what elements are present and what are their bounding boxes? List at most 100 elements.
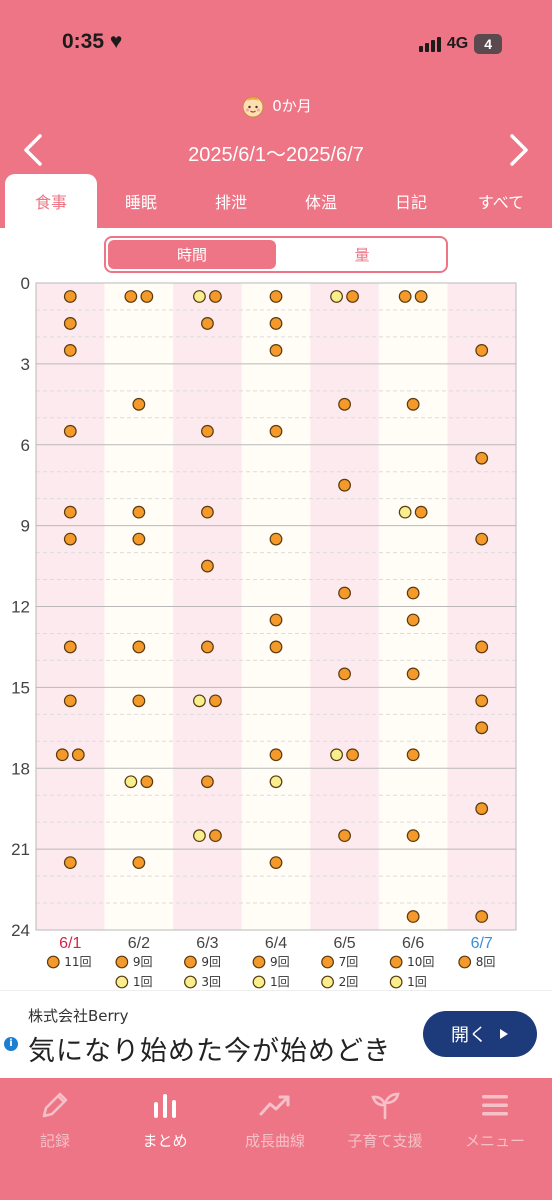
- feeding-dot: [63, 856, 77, 870]
- count-label: 2回: [339, 975, 359, 989]
- legend-dot: [46, 955, 60, 969]
- feeding-dot: [475, 640, 489, 654]
- y-tick-label: 24: [11, 921, 30, 940]
- ad-banner[interactable]: 株式会社Berry i 気になり始めた今が始めどき 開く: [0, 990, 552, 1079]
- feeding-dot: [269, 613, 283, 627]
- header: 0:35 ♥ 4G 4 0か月 2025/6/1〜2025/6/7 食事 睡眠 …: [0, 0, 552, 228]
- feeding-dot: [406, 586, 420, 600]
- feeding-dot: [269, 640, 283, 654]
- menu-icon: [478, 1088, 512, 1122]
- battery-icon: 4: [474, 34, 502, 54]
- feeding-dot: [269, 290, 283, 303]
- next-week-button[interactable]: [498, 132, 538, 168]
- amount-mode-button[interactable]: 量: [354, 246, 370, 264]
- feeding-dot: [414, 505, 428, 519]
- nav-parenting-support[interactable]: 子育て支援: [330, 1088, 440, 1151]
- tab-temperature[interactable]: 体温: [304, 193, 337, 212]
- feeding-dot: [475, 694, 489, 708]
- trend-icon: [258, 1088, 292, 1122]
- feeding-dot-alt: [330, 290, 343, 303]
- legend-dot: [458, 955, 472, 969]
- legend-dot: [115, 955, 129, 969]
- feeding-dot: [201, 559, 214, 573]
- feeding-time-chart: 0 3 6 9 12 15 18 21 24 6/1 11回 6/2 9回 1回 6/3 9回 3回 6/4 9回 1…: [11, 274, 517, 989]
- count-label: 3回: [201, 975, 221, 989]
- count-label: 11回: [64, 955, 91, 969]
- status-time-text: 0:35: [62, 30, 105, 53]
- day-label: 6/5: [333, 935, 355, 952]
- feeding-dot: [269, 532, 283, 546]
- feeding-dot: [406, 748, 420, 762]
- feeding-dot: [132, 397, 146, 411]
- y-tick-label: 3: [21, 355, 30, 374]
- count-label: 10回: [407, 955, 434, 969]
- feeding-dot: [338, 667, 351, 681]
- nav-growth-label: 成長曲線: [244, 1132, 305, 1150]
- y-tick-label: 6: [21, 436, 30, 455]
- feeding-dot-alt: [193, 694, 206, 708]
- feeding-dot: [201, 775, 214, 789]
- legend-dot: [115, 975, 129, 989]
- y-tick-label: 9: [21, 517, 30, 536]
- legend-dot: [252, 975, 266, 989]
- ad-info-icon[interactable]: i: [4, 1037, 18, 1051]
- play-icon: [500, 1029, 508, 1039]
- feeding-dot: [140, 775, 154, 789]
- feeding-dot-alt: [398, 505, 412, 519]
- feeding-dot: [63, 640, 77, 654]
- feeding-dot: [132, 856, 146, 870]
- feeding-dot: [346, 748, 359, 762]
- legend-dot: [389, 975, 403, 989]
- feeding-dot: [475, 802, 489, 816]
- day-label: 6/7: [471, 935, 493, 952]
- feeding-dot: [63, 317, 77, 330]
- feeding-dot: [201, 424, 214, 438]
- plot-frame: [35, 282, 517, 931]
- feeding-dot: [63, 532, 77, 546]
- feeding-dot: [475, 343, 489, 357]
- count-label: 8回: [476, 955, 496, 969]
- tab-excretion[interactable]: 排泄: [214, 193, 247, 212]
- feeding-dot: [201, 640, 214, 654]
- feeding-dot: [71, 748, 85, 762]
- nav-menu[interactable]: メニュー: [440, 1088, 550, 1151]
- feeding-dot: [132, 640, 146, 654]
- feeding-dot: [338, 397, 351, 411]
- prev-week-button[interactable]: [14, 132, 54, 168]
- count-label: 1回: [407, 975, 427, 989]
- ad-company: 株式会社Berry: [28, 1007, 129, 1025]
- view-mode-toggle: 時間 量: [104, 236, 448, 273]
- time-mode-button[interactable]: 時間: [108, 240, 276, 269]
- legend-dot: [321, 975, 334, 989]
- feeding-dot: [63, 290, 77, 303]
- feeding-dot-alt: [269, 775, 283, 789]
- feeding-dot: [55, 748, 69, 762]
- feeding-dot: [475, 721, 489, 735]
- category-tabs: 食事 睡眠 排泄 体温 日記 すべて: [0, 174, 552, 228]
- legend-dot: [184, 975, 197, 989]
- tab-all[interactable]: すべて: [477, 193, 525, 212]
- nav-growth-curve[interactable]: 成長曲線: [220, 1088, 330, 1151]
- baby-age: 0か月: [272, 96, 312, 115]
- ad-open-button[interactable]: 開く: [423, 1011, 537, 1057]
- feeding-dot-alt: [330, 748, 343, 762]
- feeding-dot: [406, 397, 420, 411]
- day-label: 6/3: [196, 935, 218, 952]
- status-indicators: 4G 4: [418, 34, 502, 54]
- day-label: 6/2: [128, 935, 150, 952]
- feeding-dot: [63, 424, 77, 438]
- tab-sleep[interactable]: 睡眠: [124, 193, 157, 212]
- feeding-dot: [475, 532, 489, 546]
- legend-dot: [184, 955, 197, 969]
- feeding-dot: [132, 532, 146, 546]
- y-tick-label: 12: [11, 598, 30, 617]
- nav-summary[interactable]: まとめ: [110, 1088, 220, 1151]
- feeding-dot: [209, 694, 222, 708]
- tab-diary[interactable]: 日記: [394, 193, 427, 212]
- signal-icon: [418, 36, 441, 52]
- feeding-dot-alt: [193, 290, 206, 303]
- nav-record[interactable]: 記録: [0, 1088, 110, 1151]
- feeding-dot: [475, 910, 489, 923]
- tab-meal[interactable]: 食事: [5, 174, 97, 228]
- status-time: 0:35 ♥: [62, 30, 122, 54]
